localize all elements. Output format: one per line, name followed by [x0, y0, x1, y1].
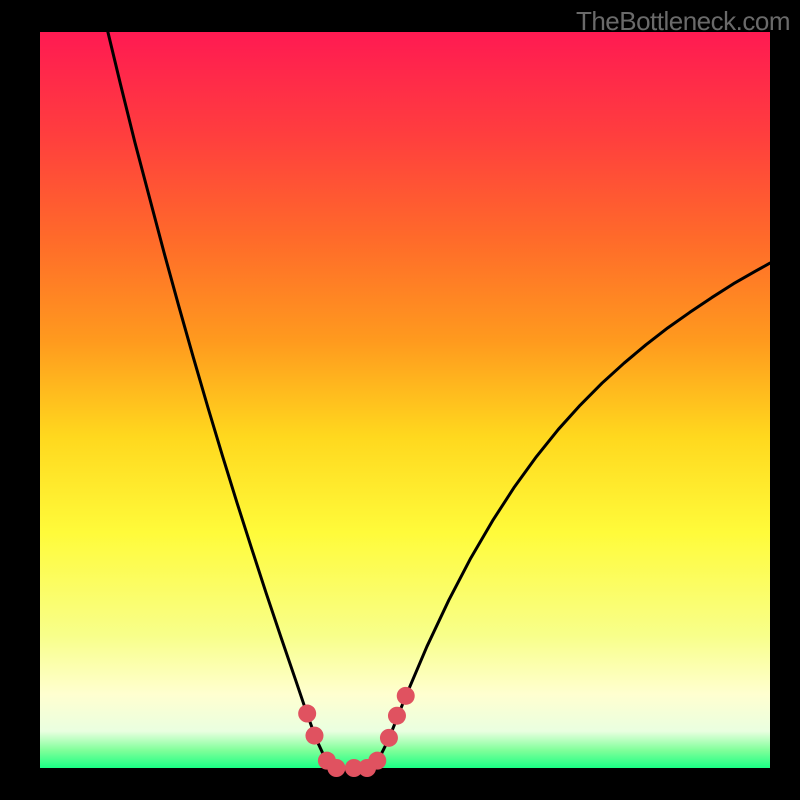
- curve-marker: [380, 729, 398, 747]
- curve-marker: [397, 687, 415, 705]
- chart-svg: [0, 0, 800, 800]
- curve-marker: [305, 727, 323, 745]
- curve-marker: [298, 705, 316, 723]
- watermark-text: TheBottleneck.com: [576, 6, 790, 37]
- bottleneck-chart: [0, 0, 800, 800]
- curve-marker: [388, 707, 406, 725]
- curve-marker: [368, 752, 386, 770]
- curve-marker: [327, 759, 345, 777]
